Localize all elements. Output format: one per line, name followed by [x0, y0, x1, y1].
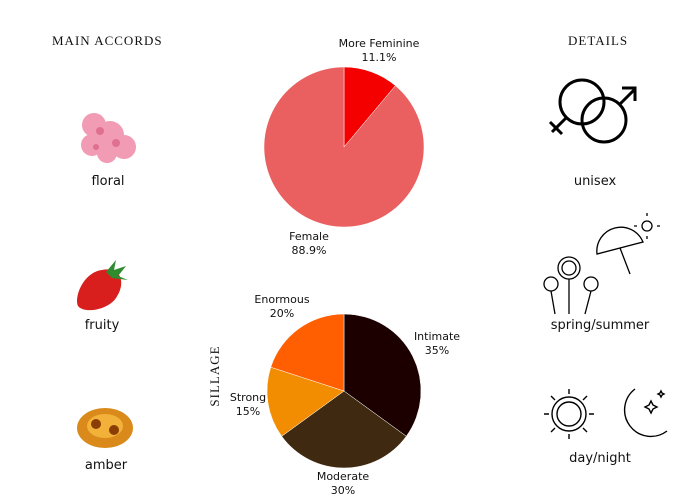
- pie1-label-female: Female 88.9%: [289, 230, 329, 257]
- pie2-slice-moderate: [281, 390, 407, 469]
- pie1-label-more-feminine: More Feminine 11.1%: [338, 37, 420, 64]
- accord-fruity-label: fruity: [84, 318, 120, 333]
- pie2-slice-strong: [266, 366, 345, 437]
- sun-moon-icon: [544, 388, 668, 439]
- pie2-slice-intimate: [343, 313, 422, 437]
- flowers-umbrella-sun-icon: [543, 213, 660, 315]
- detail-unisex-label: unisex: [573, 174, 617, 189]
- gender-icon: [548, 78, 637, 144]
- strawberry-icon: [77, 260, 128, 311]
- pie2-label-strong: Strong 15%: [229, 391, 267, 418]
- main-accords-title: MAIN ACCORDS: [52, 33, 163, 48]
- sillage-axis-title: SILLAGE: [207, 345, 222, 407]
- amber-icon: [77, 408, 133, 448]
- accord-floral-label: floral: [91, 174, 125, 189]
- details-title: DETAILS: [568, 33, 629, 48]
- detail-season-label: spring/summer: [550, 318, 650, 333]
- carnation-icon: [81, 113, 136, 163]
- pie2-slice-enormous: [270, 313, 345, 392]
- pie2-label-moderate: Moderate 30%: [316, 470, 370, 497]
- pie2-label-enormous: Enormous 20%: [254, 293, 310, 320]
- detail-daynight-label: day/night: [569, 451, 631, 466]
- accord-amber-label: amber: [84, 458, 128, 473]
- pie1-slice-female: [263, 66, 425, 228]
- pie2-label-intimate: Intimate 35%: [413, 330, 461, 357]
